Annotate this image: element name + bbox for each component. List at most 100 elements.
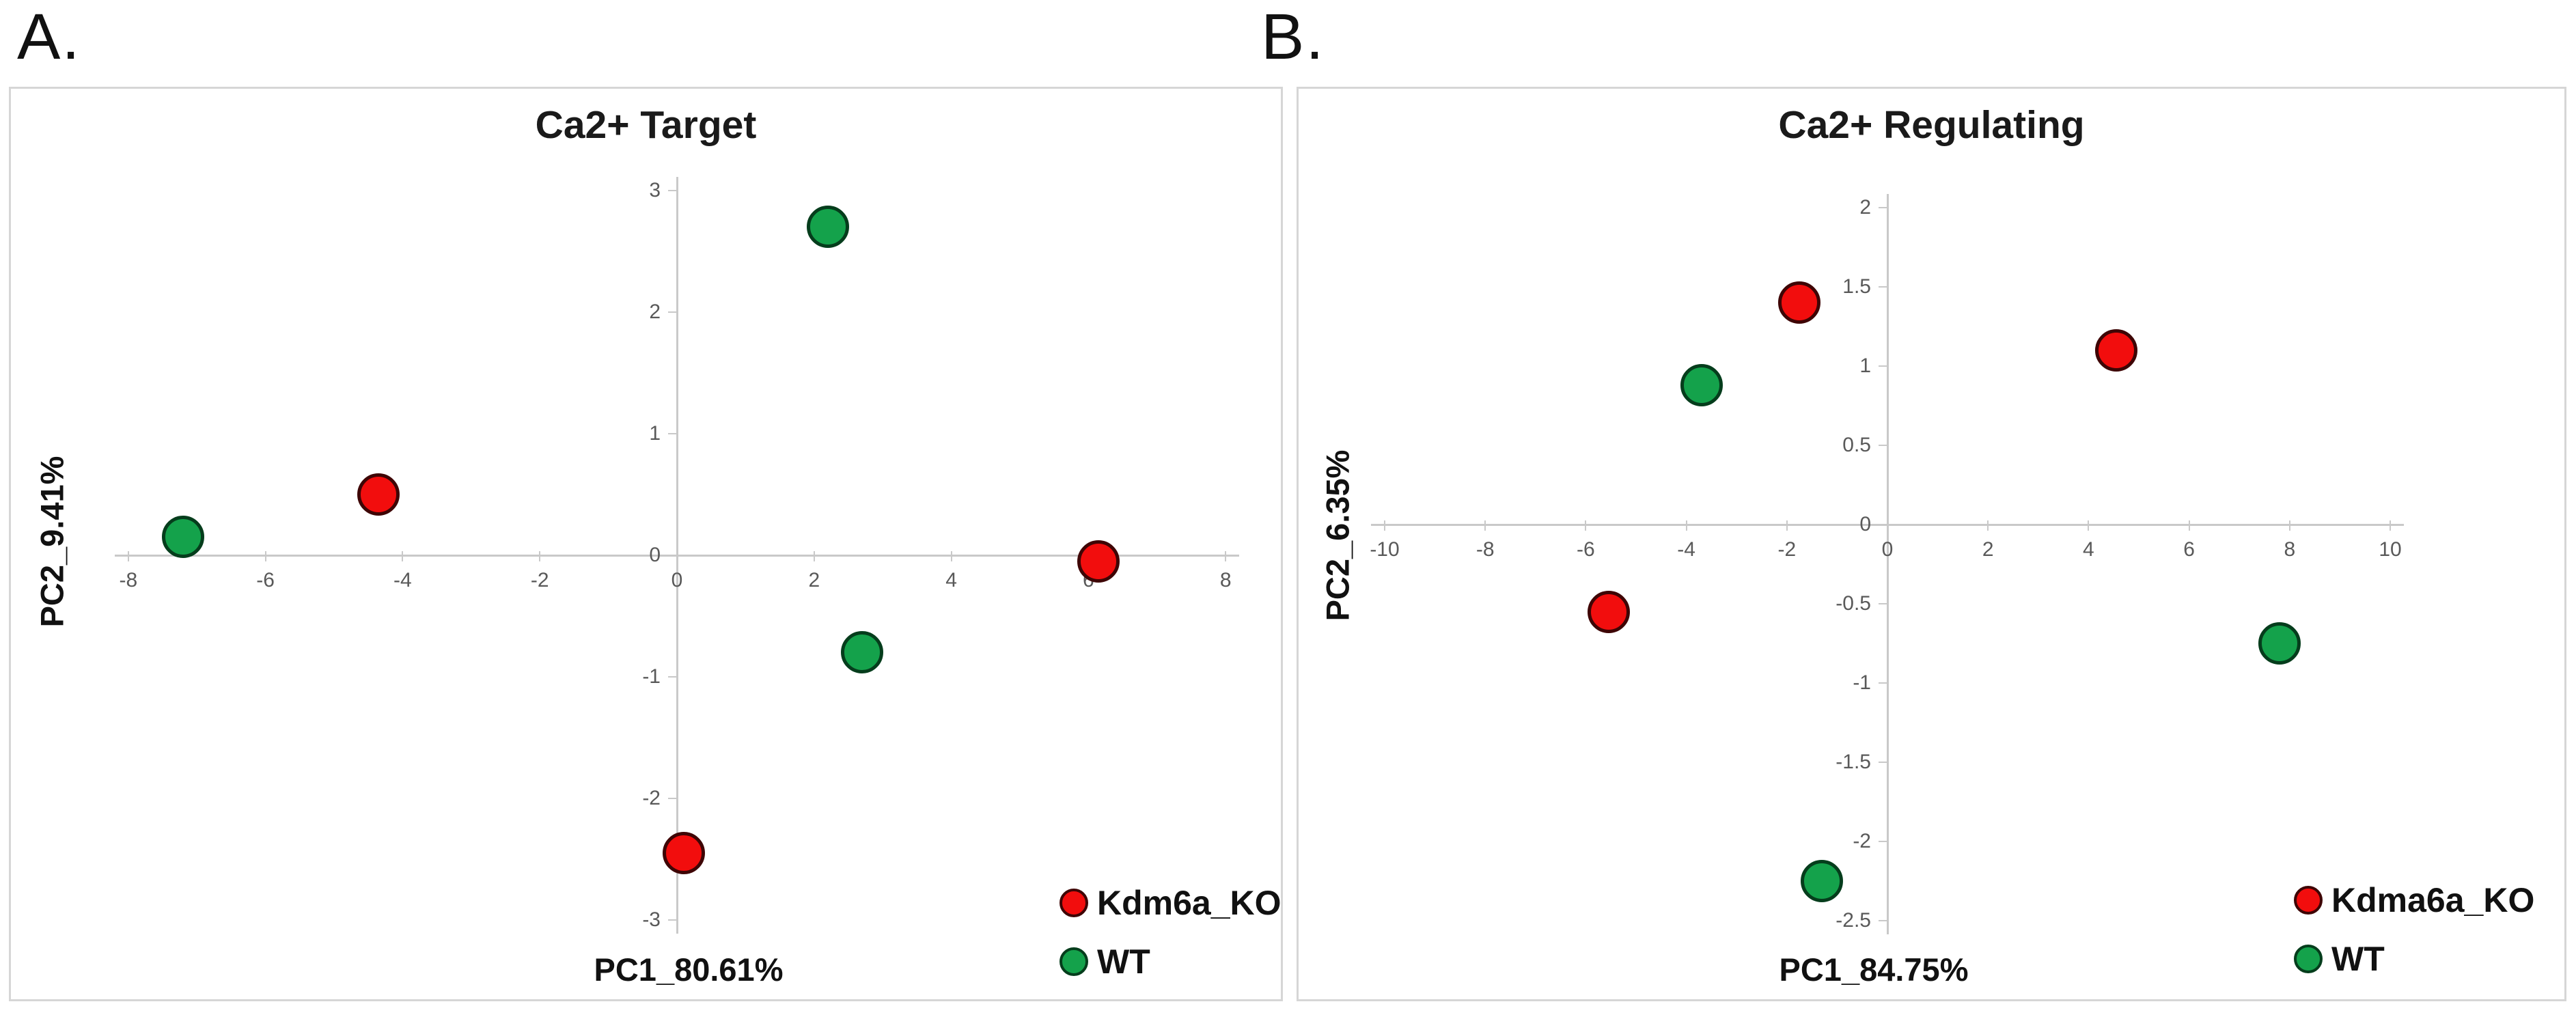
x-tick-label: 0 xyxy=(1881,538,1894,561)
data-point-wt xyxy=(1801,860,1844,902)
y-tick-mark xyxy=(668,311,678,313)
data-point-kdm6a-ko xyxy=(357,473,400,516)
panel-b-letter: B. xyxy=(1261,1,1325,73)
x-tick-mark xyxy=(1786,520,1788,531)
y-tick-label: 0 xyxy=(1859,513,1871,535)
legend-item-wt: WT xyxy=(1060,942,1282,981)
y-axis-line xyxy=(1887,194,1889,934)
y-tick-label: 1 xyxy=(649,422,661,445)
legend-marker-wt-icon xyxy=(1060,947,1088,976)
x-tick-mark xyxy=(813,551,815,561)
panel-a-letter: A. xyxy=(17,1,81,73)
y-tick-label: -0.5 xyxy=(1836,592,1871,615)
y-tick-mark xyxy=(1879,524,1889,525)
x-axis-label-b: PC1_84.75% xyxy=(1779,951,1969,988)
x-tick-label: -8 xyxy=(119,569,138,591)
x-tick-label: -4 xyxy=(393,569,412,591)
x-tick-label: -4 xyxy=(1677,538,1695,561)
x-tick-mark xyxy=(402,551,404,561)
plot-area-a: -8-6-4-2024683210-1-2-3 xyxy=(11,89,1281,999)
data-point-kdma6a-ko xyxy=(1587,590,1630,633)
y-tick-label: 0 xyxy=(649,544,661,566)
legend-marker-wt-b-icon xyxy=(2294,945,2323,973)
x-tick-mark xyxy=(127,551,129,561)
x-tick-label: 2 xyxy=(808,569,820,591)
y-tick-mark xyxy=(1879,920,1889,921)
x-tick-mark xyxy=(676,551,678,561)
x-tick-mark xyxy=(1484,520,1486,531)
x-tick-mark xyxy=(2088,520,2090,531)
y-tick-label: 3 xyxy=(649,179,661,201)
x-tick-label: 2 xyxy=(1982,538,1994,561)
legend-marker-kdma6a-ko-icon xyxy=(2294,886,2323,915)
data-point-kdm6a-ko xyxy=(1077,540,1120,583)
y-tick-mark xyxy=(1879,762,1889,763)
x-tick-label: -6 xyxy=(1577,538,1595,561)
x-tick-label: 8 xyxy=(2284,538,2296,561)
x-tick-label: -2 xyxy=(1777,538,1797,561)
legend-item-kdma6a-ko: Kdma6a_KO xyxy=(2294,880,2534,920)
y-tick-label: -1.5 xyxy=(1836,751,1871,773)
data-point-kdm6a-ko xyxy=(663,832,706,875)
x-tick-label: 4 xyxy=(2083,538,2094,561)
legend-label-wt: WT xyxy=(1097,943,1150,981)
x-tick-mark xyxy=(1887,520,1888,531)
plot-area-b: -10 -8 -6 -4 -2 0 2 4 6 8 10 2 1.5 1 0.5 0 -0.5 -1 -1.5 -2 -… xyxy=(1299,89,2564,999)
data-point-wt xyxy=(162,516,205,559)
y-tick-label: 2 xyxy=(1859,196,1871,219)
x-tick-mark xyxy=(1685,520,1687,531)
x-tick-mark xyxy=(950,551,952,561)
y-tick-mark xyxy=(668,555,678,556)
y-tick-mark xyxy=(668,190,678,191)
x-tick-mark xyxy=(1987,520,1989,531)
y-tick-mark xyxy=(1879,365,1889,367)
y-tick-mark xyxy=(668,433,678,434)
y-tick-mark xyxy=(1879,445,1889,446)
legend-label-kdma6a-ko: Kdma6a_KO xyxy=(2331,881,2535,919)
y-axis-label-b: PC2_6.35% xyxy=(1319,449,1356,622)
legend-marker-kdm6a-ko-icon xyxy=(1060,889,1088,917)
y-tick-mark xyxy=(668,798,678,799)
chart-title-b: Ca2+ Regulating xyxy=(1778,103,2085,147)
y-tick-label: 1.5 xyxy=(1842,275,1871,298)
y-tick-label: -1 xyxy=(1853,671,1871,694)
y-tick-mark xyxy=(1879,207,1889,208)
y-tick-mark xyxy=(1879,682,1889,684)
legend-b: Kdma6a_KO WT xyxy=(2294,880,2534,979)
legend-item-kdm6a-ko: Kdm6a_KO xyxy=(1060,883,1282,923)
data-point-wt xyxy=(1680,363,1723,406)
y-tick-mark xyxy=(668,676,678,678)
x-tick-label: 6 xyxy=(2183,538,2195,561)
data-point-wt xyxy=(2258,622,2301,665)
x-tick-mark xyxy=(2390,520,2391,531)
data-point-kdma6a-ko xyxy=(2094,329,2137,372)
y-tick-mark xyxy=(1879,603,1889,604)
x-tick-mark xyxy=(1585,520,1587,531)
legend-label-wt-b: WT xyxy=(2331,940,2385,978)
x-tick-mark xyxy=(2288,520,2290,531)
x-tick-mark xyxy=(264,551,266,561)
y-tick-label: -2 xyxy=(1853,830,1871,852)
y-tick-mark xyxy=(1879,841,1889,842)
y-tick-label: 2 xyxy=(649,301,661,323)
x-tick-label: -10 xyxy=(1370,538,1400,561)
legend-item-wt-b: WT xyxy=(2294,939,2534,979)
data-point-kdma6a-ko xyxy=(1778,281,1821,324)
x-tick-label: 0 xyxy=(671,569,683,591)
x-tick-label: 8 xyxy=(1219,569,1232,591)
x-tick-label: 4 xyxy=(945,569,957,591)
x-tick-label: -2 xyxy=(530,569,549,591)
chart-title-a: Ca2+ Target xyxy=(535,103,757,147)
panel-b-chart: Ca2+ Regulating -10 -8 -6 -4 -2 0 2 4 6 8 10 2 1.5 1 0… xyxy=(1297,87,2566,1001)
legend-label-kdm6a-ko: Kdm6a_KO xyxy=(1097,884,1282,922)
y-tick-mark xyxy=(668,919,678,921)
y-tick-label: -2.5 xyxy=(1836,909,1871,932)
legend-a: Kdm6a_KO WT xyxy=(1060,883,1282,981)
y-tick-label: -3 xyxy=(642,908,661,931)
x-tick-label: 10 xyxy=(2379,538,2402,561)
x-tick-mark xyxy=(1225,551,1227,561)
x-tick-label: -6 xyxy=(256,569,275,591)
data-point-wt xyxy=(841,631,884,674)
y-tick-mark xyxy=(1879,286,1889,288)
y-tick-label: 1 xyxy=(1859,354,1871,377)
